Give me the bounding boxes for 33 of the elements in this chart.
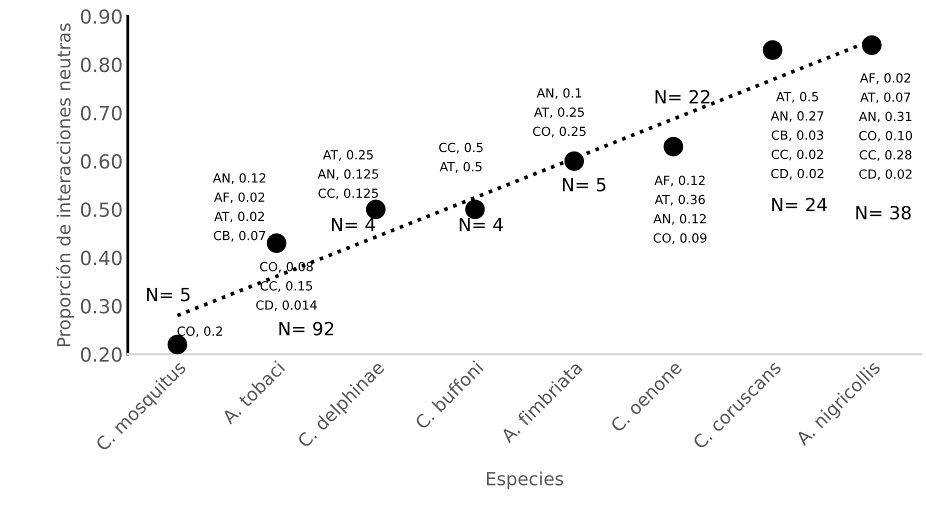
y-tick-label: 0.70: [80, 106, 122, 120]
annotation: AT, 0.5 AN, 0.27 CB, 0.03 CC, 0.02 CD, 0.02: [770, 92, 824, 180]
point: [266, 233, 286, 253]
annotation: N= 22: [656, 90, 710, 104]
annotation: AF, 0.02 AT, 0.07 AN, 0.31 CO, 0.10 CC, 0.28 CD, 0.02: [858, 73, 912, 180]
point: [664, 136, 684, 156]
annotation: CO, 0.2: [178, 326, 222, 338]
point: [366, 200, 386, 220]
annotation: AF, 0.12 AT, 0.36 AN, 0.12 CO, 0.09: [653, 176, 706, 244]
point: [564, 151, 584, 171]
y-tick-label: 0.40: [80, 250, 122, 266]
y-tick-label: 0.60: [80, 154, 122, 169]
y-tick-label: 0.90: [80, 9, 122, 24]
point: [762, 40, 782, 60]
annotation: N= 4: [460, 218, 503, 232]
y-tick-label: 0.30: [80, 298, 122, 314]
y-tick-label: 0.80: [80, 57, 122, 72]
annotation: CC, 0.5 AT, 0.5: [439, 142, 483, 173]
annotation: N= 5: [562, 178, 606, 192]
annotation: N= 92: [279, 322, 334, 336]
annotation: N= 4: [332, 218, 376, 232]
y-axis-title: Proporción de interacciones neutras: [56, 23, 74, 346]
annotation: N= 24: [772, 198, 827, 212]
annotation: N= 38: [856, 206, 911, 220]
annotation: AN, 0.1 AT, 0.25 CO, 0.25: [533, 88, 586, 138]
annotation: AT, 0.25 AN, 0.125 CC, 0.125: [318, 150, 378, 200]
point: [465, 200, 485, 220]
annotation: N= 5: [147, 288, 190, 302]
point: [862, 35, 882, 55]
y-tick-label: 0.50: [80, 202, 122, 218]
annotation: AN, 0.12 AF, 0.02 AT, 0.02 CB, 0.07: [212, 173, 266, 242]
x-axis-title: Especies: [486, 472, 564, 489]
y-tick-label: 0.20: [80, 347, 122, 362]
